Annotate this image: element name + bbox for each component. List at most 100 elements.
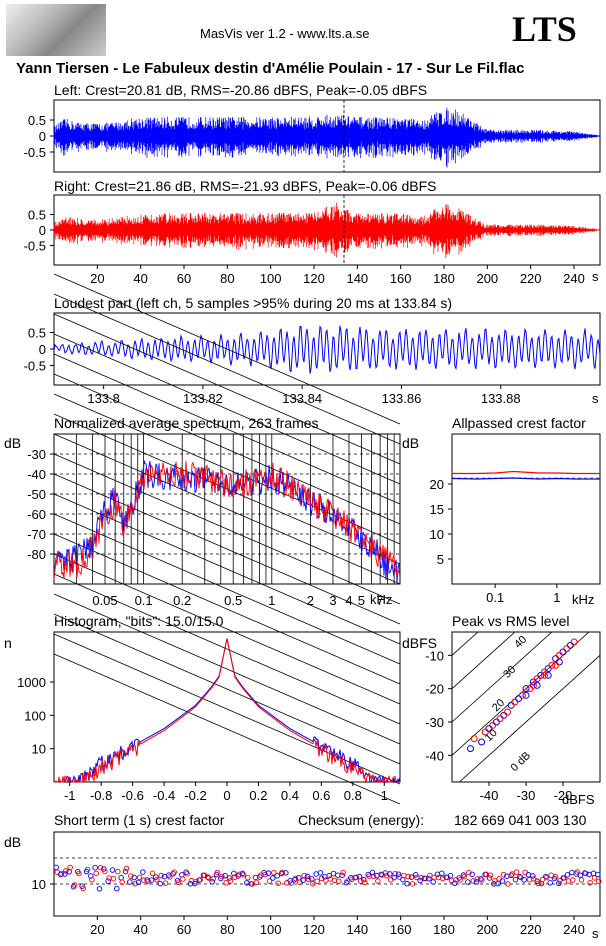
- peak-vs-rms-point: [522, 685, 530, 693]
- short-term-point-left: [313, 871, 319, 877]
- histogram-ytick-label: 100: [24, 708, 46, 723]
- short-term-point-right: [71, 882, 78, 888]
- peak-vs-rms-point: [552, 661, 560, 669]
- short-term-point-left: [148, 877, 155, 883]
- spectrum-slope-line: [53, 373, 401, 525]
- short-term-point-left: [131, 874, 137, 881]
- short-term-point-right: [561, 874, 567, 881]
- spectrum-slope-line: [53, 413, 401, 565]
- short-term-point-right: [167, 874, 173, 880]
- short-term-point-left: [387, 871, 393, 877]
- spectrum-xtick-label: 4: [345, 593, 352, 608]
- short-term-point-right: [487, 872, 494, 878]
- allpassed-crest-plot: 20 15 10 5 0.1 1: [430, 433, 601, 605]
- spectrum-ytick-label: -30: [27, 447, 46, 462]
- short-term-point-right: [544, 874, 550, 881]
- loudest-part-xtick-label: 133.8: [87, 391, 120, 406]
- short-term-point-right: [271, 870, 277, 876]
- short-term-point-left: [96, 886, 103, 892]
- peak-vs-rms-point: [555, 651, 563, 659]
- allpassed-ylabel: dB: [402, 435, 419, 451]
- loudest-part-frame: [53, 312, 601, 386]
- left-waveform-ytick-label: 0.5: [28, 113, 46, 128]
- short-term-xtick-label: 100: [260, 922, 282, 937]
- short-term-point-left: [469, 871, 475, 878]
- peak-vs-rms-diagonal-label: 40: [512, 634, 529, 651]
- short-term-point-right: [76, 870, 82, 877]
- allpassed-xtick-label: 0.1: [486, 590, 504, 605]
- peak-vs-rms-point: [489, 721, 497, 729]
- short-term-point-right: [340, 869, 346, 876]
- short-term-xtick-label: 80: [220, 922, 234, 937]
- spectrum-title: Normalized average spectrum, 263 frames: [54, 415, 319, 431]
- spectrum-xunit: kHz: [370, 592, 392, 607]
- short-term-point-right: [89, 877, 95, 883]
- short-term-point-right: [279, 869, 286, 876]
- peak-vs-rms-point: [529, 681, 537, 689]
- right-waveform-title: Right: Crest=21.86 dB, RMS=-21.93 dBFS, …: [54, 178, 436, 194]
- peak-vs-rms-point: [552, 655, 560, 663]
- short-term-point-left: [157, 880, 163, 887]
- right-waveform-xtick-label: 120: [303, 271, 325, 286]
- short-term-point-right: [223, 879, 229, 886]
- short-term-point-left: [283, 870, 289, 876]
- short-term-point-right: [587, 879, 593, 886]
- short-term-point-left: [452, 880, 458, 886]
- short-term-xtick-label: 60: [177, 922, 191, 937]
- peak-vs-rms-diagonal-label: 10: [483, 727, 500, 744]
- short-term-point-left: [404, 880, 410, 887]
- allpassed-series-1: [452, 470, 600, 475]
- short-term-point-left: [309, 876, 315, 882]
- short-term-point-right: [106, 875, 112, 881]
- short-term-point-left: [426, 875, 432, 882]
- right-waveform-xtick-label: 40: [133, 271, 147, 286]
- allpassed-crest-title: Allpassed crest factor: [452, 415, 586, 431]
- left-waveform-title: Left: Crest=20.81 dB, RMS=-20.86 dBFS, P…: [54, 82, 427, 98]
- short-term-point-left: [369, 869, 376, 876]
- short-term-point-left: [595, 871, 601, 878]
- short-term-point-left: [209, 879, 215, 885]
- short-term-point-right: [314, 878, 320, 884]
- left-waveform-ytick-label: -0.5: [24, 145, 46, 160]
- short-term-xtick-label: 20: [90, 922, 104, 937]
- short-term-xtick-label: 40: [133, 922, 147, 937]
- peak-vs-rms-point: [570, 638, 578, 646]
- spectrum-slope-line: [53, 653, 401, 805]
- peak-vs-rms-point: [533, 681, 541, 689]
- short-term-point-right: [214, 869, 221, 876]
- short-term-point-left: [473, 879, 480, 885]
- short-term-point-right: [535, 880, 541, 887]
- header-photo-logo: [6, 4, 106, 56]
- short-term-point-left: [465, 879, 471, 885]
- short-term-ylabel: dB: [4, 834, 21, 850]
- histogram-xtick-label: -1: [64, 788, 76, 803]
- spectrum-slope-line: [53, 313, 401, 465]
- loudest-part-ytick-label: -0.5: [24, 359, 46, 374]
- short-term-point-right: [570, 877, 576, 883]
- short-term-point-right: [292, 875, 299, 882]
- peak-vs-rms-point: [522, 691, 530, 699]
- short-term-point-left: [564, 872, 571, 878]
- short-term-point-right: [115, 868, 121, 875]
- peak-vs-rms-point: [566, 641, 574, 649]
- short-term-point-right: [266, 878, 273, 884]
- waveform-xunit: s: [592, 269, 599, 284]
- short-term-point-left: [105, 878, 111, 884]
- short-term-point-right: [353, 874, 359, 881]
- short-term-point-right: [288, 880, 294, 886]
- short-term-point-right: [154, 877, 160, 883]
- short-term-point-right: [240, 872, 247, 878]
- right-waveform-xtick-label: 140: [346, 271, 368, 286]
- right-waveform-ytick-label: -0.5: [24, 239, 46, 254]
- right-waveform-plot: 0.50-0.5 20 40 60 80 100 120 140 160 180 200 220 240: [24, 194, 601, 286]
- short-term-point-left: [265, 870, 272, 876]
- short-term-point-right: [509, 871, 515, 877]
- short-term-point-left: [300, 877, 306, 884]
- peak-vs-rms-area: [452, 632, 600, 782]
- short-term-point-right: [119, 879, 125, 885]
- short-term-point-right: [405, 873, 411, 880]
- short-term-point-left: [118, 875, 124, 881]
- short-term-point-left: [244, 880, 250, 886]
- peak-vs-rms-point: [511, 698, 519, 706]
